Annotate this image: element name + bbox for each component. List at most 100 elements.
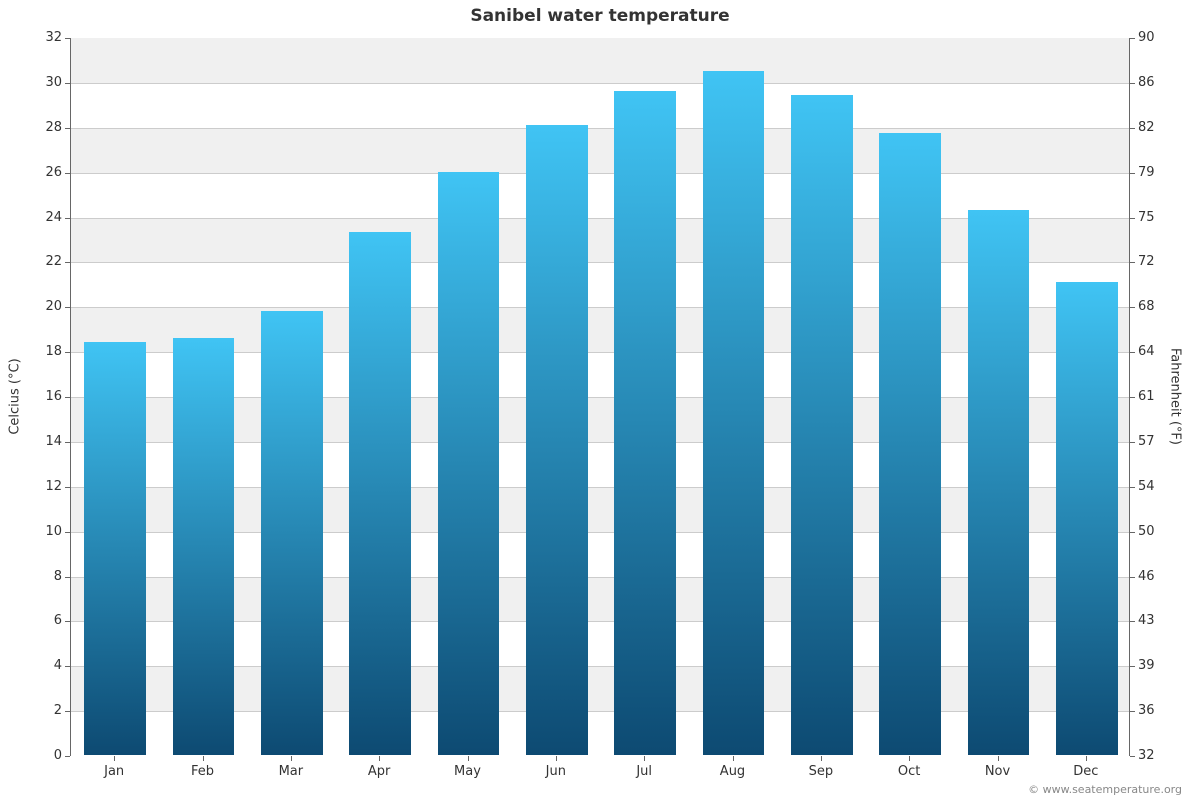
tick-mark xyxy=(733,756,734,761)
y-left-tick: 28 xyxy=(22,120,62,135)
tick-mark xyxy=(556,756,557,761)
tick-mark xyxy=(65,352,70,353)
y-right-tick: 75 xyxy=(1138,210,1155,225)
x-tick: Oct xyxy=(879,764,939,779)
bar xyxy=(173,338,235,755)
tick-mark xyxy=(1130,487,1135,488)
bar xyxy=(84,342,146,755)
tick-mark xyxy=(65,532,70,533)
tick-mark xyxy=(65,218,70,219)
bar xyxy=(791,95,853,755)
y-right-tick: 82 xyxy=(1138,120,1155,135)
y-right-tick: 36 xyxy=(1138,703,1155,718)
tick-mark xyxy=(65,173,70,174)
x-tick: Jul xyxy=(614,764,674,779)
tick-mark xyxy=(1130,38,1135,39)
y-left-tick: 24 xyxy=(22,210,62,225)
x-tick: Jun xyxy=(526,764,586,779)
tick-mark xyxy=(65,128,70,129)
y-right-tick: 64 xyxy=(1138,344,1155,359)
tick-mark xyxy=(1086,756,1087,761)
tick-mark xyxy=(65,711,70,712)
x-tick: Sep xyxy=(791,764,851,779)
gridline xyxy=(71,83,1129,84)
y-axis-right-label: Fahrenheit (°F) xyxy=(1168,38,1183,756)
tick-mark xyxy=(1130,397,1135,398)
bar xyxy=(968,210,1030,755)
y-left-tick: 0 xyxy=(22,748,62,763)
tick-mark xyxy=(65,307,70,308)
tick-mark xyxy=(1130,262,1135,263)
y-left-tick: 10 xyxy=(22,524,62,539)
bar xyxy=(1056,282,1118,755)
x-tick: Mar xyxy=(261,764,321,779)
tick-mark xyxy=(1130,83,1135,84)
y-right-tick: 68 xyxy=(1138,299,1155,314)
y-right-tick: 72 xyxy=(1138,254,1155,269)
y-right-tick: 43 xyxy=(1138,613,1155,628)
tick-mark xyxy=(379,756,380,761)
grid-band xyxy=(71,128,1129,173)
y-right-tick: 90 xyxy=(1138,30,1155,45)
tick-mark xyxy=(1130,711,1135,712)
y-right-tick: 50 xyxy=(1138,524,1155,539)
x-tick: Aug xyxy=(703,764,763,779)
y-right-tick: 86 xyxy=(1138,75,1155,90)
y-left-tick: 30 xyxy=(22,75,62,90)
bar xyxy=(261,311,323,755)
chart-title: Sanibel water temperature xyxy=(0,6,1200,26)
bar xyxy=(526,125,588,755)
bar xyxy=(614,91,676,755)
y-right-tick: 46 xyxy=(1138,569,1155,584)
tick-mark xyxy=(65,666,70,667)
y-left-tick: 14 xyxy=(22,434,62,449)
tick-mark xyxy=(1130,173,1135,174)
bar xyxy=(879,133,941,755)
tick-mark xyxy=(65,397,70,398)
tick-mark xyxy=(821,756,822,761)
y-left-tick: 26 xyxy=(22,165,62,180)
y-left-tick: 8 xyxy=(22,569,62,584)
tick-mark xyxy=(203,756,204,761)
grid-band xyxy=(71,38,1129,83)
y-right-tick: 32 xyxy=(1138,748,1155,763)
tick-mark xyxy=(909,756,910,761)
y-left-tick: 16 xyxy=(22,389,62,404)
gridline xyxy=(71,173,1129,174)
tick-mark xyxy=(1130,442,1135,443)
tick-mark xyxy=(65,487,70,488)
tick-mark xyxy=(1130,128,1135,129)
credit-text: © www.seatemperature.org xyxy=(1028,783,1182,796)
tick-mark xyxy=(1130,577,1135,578)
tick-mark xyxy=(65,262,70,263)
tick-mark xyxy=(1130,532,1135,533)
tick-mark xyxy=(65,621,70,622)
y-right-tick: 57 xyxy=(1138,434,1155,449)
y-right-tick: 61 xyxy=(1138,389,1155,404)
x-tick: Jan xyxy=(84,764,144,779)
y-right-tick: 79 xyxy=(1138,165,1155,180)
y-left-tick: 4 xyxy=(22,658,62,673)
x-tick: May xyxy=(438,764,498,779)
tick-mark xyxy=(1130,756,1135,757)
chart-container: Sanibel water temperature Celcius (°C) F… xyxy=(0,0,1200,800)
y-left-tick: 32 xyxy=(22,30,62,45)
grid-band xyxy=(71,83,1129,128)
x-tick: Apr xyxy=(349,764,409,779)
tick-mark xyxy=(1130,666,1135,667)
tick-mark xyxy=(998,756,999,761)
tick-mark xyxy=(1130,352,1135,353)
tick-mark xyxy=(1130,218,1135,219)
bar xyxy=(703,71,765,755)
tick-mark xyxy=(65,442,70,443)
tick-mark xyxy=(1130,621,1135,622)
plot-area xyxy=(70,38,1130,756)
y-right-tick: 54 xyxy=(1138,479,1155,494)
x-tick: Feb xyxy=(173,764,233,779)
tick-mark xyxy=(468,756,469,761)
tick-mark xyxy=(65,756,70,757)
y-left-tick: 18 xyxy=(22,344,62,359)
y-left-tick: 2 xyxy=(22,703,62,718)
y-axis-left-label: Celcius (°C) xyxy=(8,38,23,756)
tick-mark xyxy=(644,756,645,761)
